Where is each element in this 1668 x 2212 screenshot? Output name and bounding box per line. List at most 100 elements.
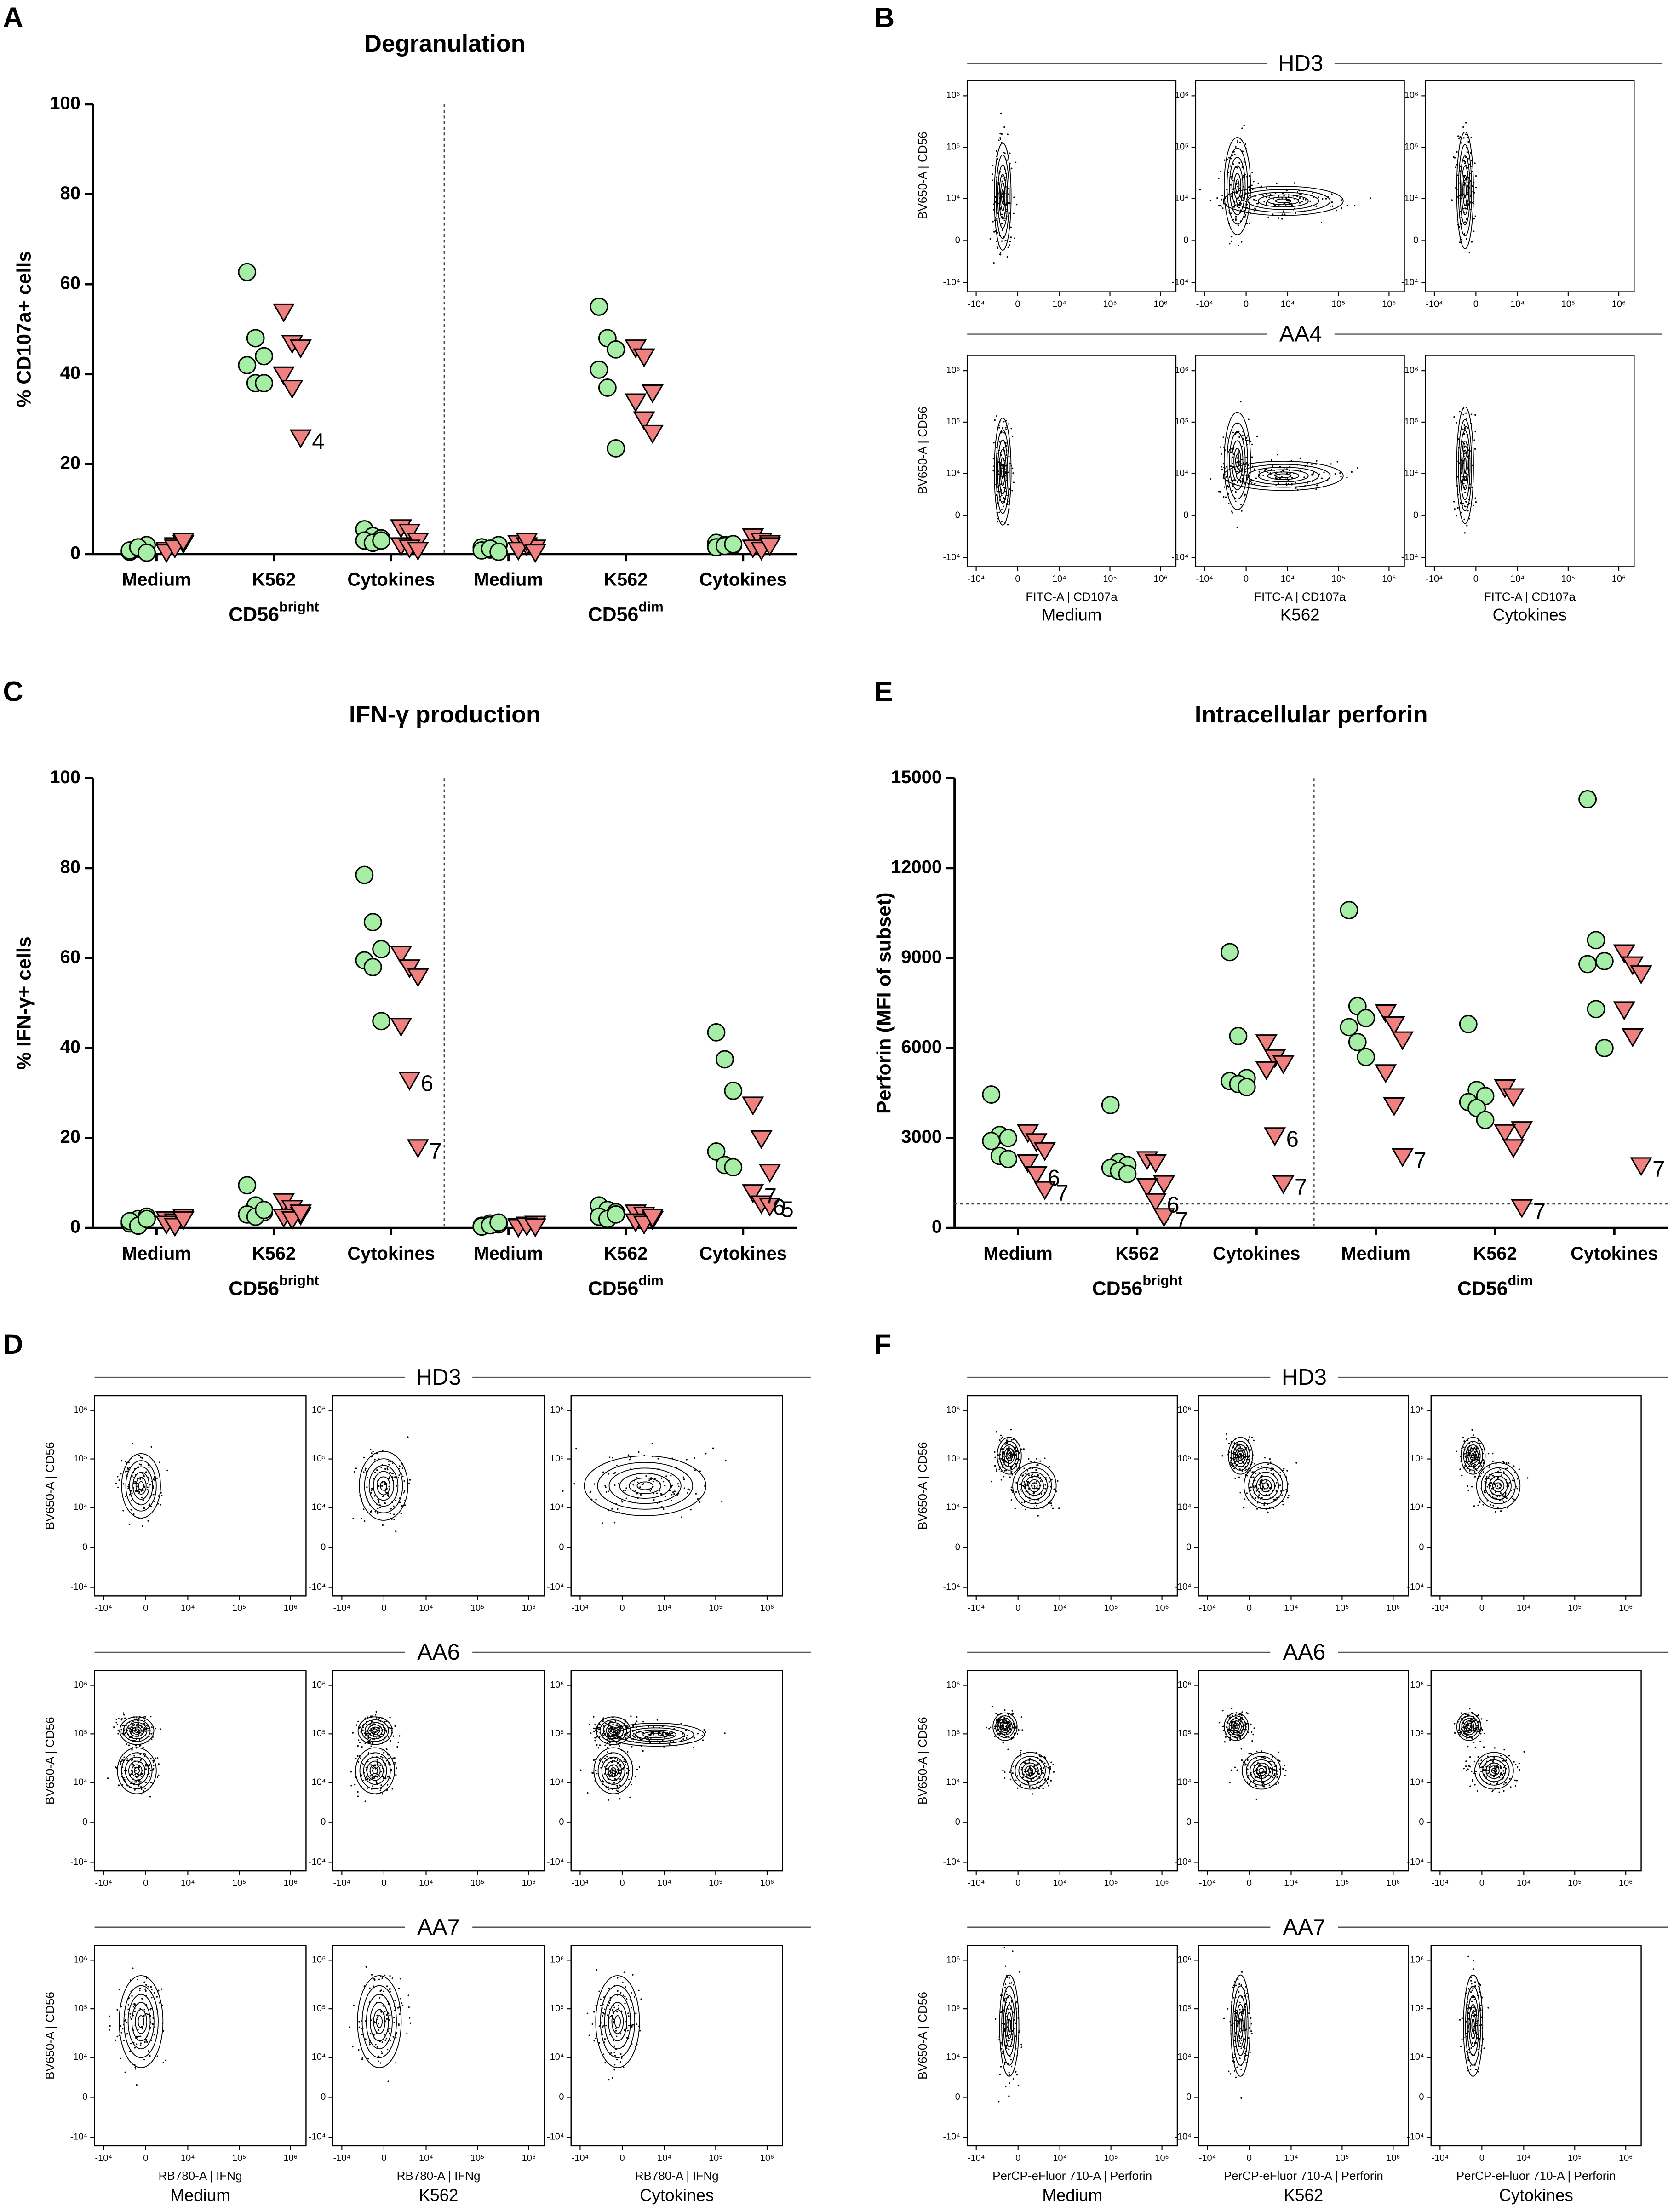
event-dot xyxy=(408,2006,410,2008)
event-dot xyxy=(396,1485,397,1487)
event-dot xyxy=(1262,1757,1264,1759)
group-label-base: CD56 xyxy=(229,604,279,626)
data-point xyxy=(398,1072,421,1091)
event-dot xyxy=(1254,1487,1256,1489)
event-dot xyxy=(1009,212,1011,214)
event-dot xyxy=(1265,203,1267,205)
event-dot xyxy=(1226,1438,1227,1440)
x-tick-label: 10⁶ xyxy=(1382,574,1396,584)
event-dot xyxy=(1238,430,1240,433)
event-dot xyxy=(1008,1446,1010,1448)
event-dot xyxy=(1240,1454,1242,1456)
event-dot xyxy=(1239,1714,1241,1716)
event-dot xyxy=(682,1738,684,1740)
event-dot xyxy=(389,1461,391,1463)
data-point xyxy=(407,968,429,988)
event-dot xyxy=(1253,181,1255,183)
event-dot xyxy=(1018,1459,1020,1461)
data-point xyxy=(372,940,391,958)
event-dot xyxy=(383,1752,385,1754)
data-point xyxy=(524,544,547,563)
event-dot xyxy=(403,1490,406,1492)
event-dot xyxy=(1482,1471,1485,1473)
event-dot xyxy=(628,1778,630,1781)
event-dot xyxy=(626,2037,628,2039)
event-dot xyxy=(374,1459,376,1461)
y-tick-label: 20 xyxy=(60,453,80,473)
event-dot xyxy=(1467,1490,1469,1491)
group-label-base: CD56 xyxy=(229,1278,279,1300)
contour xyxy=(1229,432,1246,490)
contour xyxy=(357,1716,393,1745)
event-dot xyxy=(393,2017,395,2018)
y-tick-label: 80 xyxy=(60,857,80,877)
event-dot xyxy=(614,1774,616,1776)
event-dot xyxy=(395,2000,396,2001)
event-dot xyxy=(394,1762,396,1764)
event-dot xyxy=(1466,165,1468,167)
event-dot xyxy=(1329,205,1331,207)
event-dot xyxy=(1463,1446,1465,1448)
event-dot xyxy=(1283,1467,1285,1470)
x-tick-label: K562 xyxy=(252,570,296,590)
x-tick-label: Cytokines xyxy=(699,1244,787,1264)
event-dot xyxy=(638,1451,640,1453)
event-dot xyxy=(1256,436,1258,438)
event-dot xyxy=(599,1744,601,1746)
event-dot xyxy=(1516,1487,1518,1490)
event-dot xyxy=(1249,1449,1251,1451)
event-dot xyxy=(401,1505,403,1507)
y-tick-label: 0 xyxy=(1419,1542,1424,1552)
x-tick-label: 10⁴ xyxy=(419,2153,433,2163)
contour xyxy=(1226,1715,1246,1738)
event-dot xyxy=(135,1770,137,1772)
y-tick-label: 10⁶ xyxy=(946,365,960,375)
event-dot xyxy=(137,1489,139,1491)
event-dot xyxy=(1230,184,1232,186)
event-dot xyxy=(1517,1766,1519,1768)
event-dot xyxy=(1049,1502,1051,1504)
event-dot xyxy=(697,1498,699,1500)
event-dot xyxy=(144,1988,146,1990)
contour xyxy=(1463,1720,1474,1733)
event-dot xyxy=(160,1495,163,1496)
data-point xyxy=(742,1096,764,1116)
event-dot xyxy=(153,2034,155,2036)
contour xyxy=(1025,1765,1036,1776)
event-dot xyxy=(1458,1729,1460,1731)
event-dot xyxy=(1483,1746,1485,1748)
event-dot xyxy=(1289,473,1291,475)
event-dot xyxy=(1241,127,1243,129)
event-dot xyxy=(998,139,1000,141)
event-dot xyxy=(656,1492,658,1494)
event-dot xyxy=(146,1483,148,1484)
event-dot xyxy=(140,1786,142,1788)
contour xyxy=(359,1450,408,1521)
event-dot xyxy=(395,1774,397,1776)
event-dot xyxy=(1272,213,1274,215)
event-dot xyxy=(375,1711,377,1713)
event-dot xyxy=(1010,226,1012,229)
x-axis-label: FITC-A | CD107a xyxy=(1026,590,1118,604)
event-dot xyxy=(1220,171,1222,173)
event-dot xyxy=(1264,1771,1266,1773)
event-dot xyxy=(1273,1499,1275,1501)
y-tick-label: 0 xyxy=(321,1817,326,1827)
event-dot xyxy=(1266,1480,1267,1482)
group-label-base: CD56 xyxy=(1092,1278,1143,1300)
event-dot xyxy=(138,1774,139,1776)
event-dot xyxy=(1233,1467,1235,1469)
contour xyxy=(132,1472,150,1500)
density-plot xyxy=(580,1715,726,1801)
event-dot xyxy=(1261,1779,1262,1781)
event-dot xyxy=(1493,1770,1495,1771)
event-dot xyxy=(1346,476,1348,479)
event-dot xyxy=(117,1486,119,1489)
data-point xyxy=(724,1158,743,1177)
density-plot xyxy=(352,1436,411,1532)
contour xyxy=(1461,165,1469,215)
x-tick-label: 10⁴ xyxy=(1052,574,1066,584)
event-dot xyxy=(608,1740,610,1742)
event-dot xyxy=(1357,467,1358,469)
event-dot xyxy=(1478,1459,1479,1461)
